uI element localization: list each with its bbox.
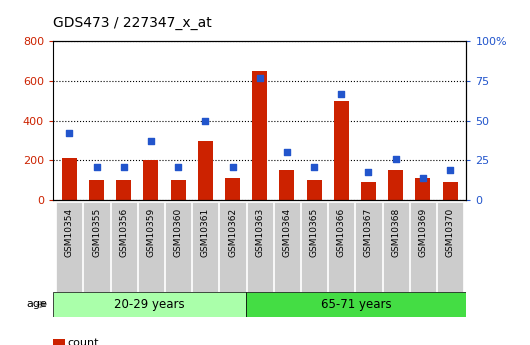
FancyBboxPatch shape: [138, 202, 164, 292]
Text: GSM10369: GSM10369: [418, 207, 427, 257]
Point: [92, 164, 101, 169]
Text: age: age: [27, 299, 48, 309]
Bar: [307, 180, 322, 200]
Point: [446, 167, 454, 173]
Bar: [443, 182, 457, 200]
Text: GSM10363: GSM10363: [255, 207, 264, 257]
FancyBboxPatch shape: [192, 202, 218, 292]
Text: GSM10355: GSM10355: [92, 207, 101, 257]
Bar: [116, 180, 131, 200]
Text: GSM10368: GSM10368: [391, 207, 400, 257]
Point: [228, 164, 237, 169]
Bar: [62, 158, 77, 200]
Bar: [198, 141, 213, 200]
Bar: [388, 170, 403, 200]
Point: [255, 75, 264, 81]
Bar: [416, 178, 430, 200]
FancyBboxPatch shape: [56, 202, 82, 292]
Text: 20-29 years: 20-29 years: [114, 298, 185, 311]
Text: GDS473 / 227347_x_at: GDS473 / 227347_x_at: [53, 16, 212, 30]
Point: [282, 150, 291, 155]
Bar: [252, 71, 267, 200]
Text: GSM10365: GSM10365: [310, 207, 319, 257]
Bar: [361, 182, 376, 200]
Text: GSM10360: GSM10360: [174, 207, 183, 257]
Text: GSM10367: GSM10367: [364, 207, 373, 257]
Point: [174, 164, 182, 169]
Text: count: count: [68, 338, 99, 345]
Text: 65-71 years: 65-71 years: [321, 298, 392, 311]
Bar: [225, 178, 240, 200]
FancyBboxPatch shape: [383, 202, 409, 292]
Text: GSM10370: GSM10370: [446, 207, 455, 257]
Point: [119, 164, 128, 169]
Point: [419, 175, 427, 181]
FancyBboxPatch shape: [301, 202, 327, 292]
FancyBboxPatch shape: [246, 202, 273, 292]
Text: GSM10356: GSM10356: [119, 207, 128, 257]
FancyBboxPatch shape: [83, 202, 110, 292]
Bar: [246, 292, 466, 317]
Text: GSM10361: GSM10361: [201, 207, 210, 257]
Point: [201, 118, 209, 124]
Text: GSM10364: GSM10364: [282, 207, 292, 257]
Bar: [89, 180, 104, 200]
FancyBboxPatch shape: [219, 202, 245, 292]
FancyBboxPatch shape: [274, 202, 300, 292]
Point: [310, 164, 319, 169]
Point: [364, 169, 373, 174]
FancyBboxPatch shape: [437, 202, 463, 292]
FancyBboxPatch shape: [410, 202, 436, 292]
FancyBboxPatch shape: [165, 202, 191, 292]
FancyBboxPatch shape: [328, 202, 355, 292]
Text: GSM10359: GSM10359: [146, 207, 155, 257]
Bar: [53, 292, 246, 317]
Point: [337, 91, 346, 97]
Text: GSM10366: GSM10366: [337, 207, 346, 257]
Bar: [279, 170, 294, 200]
Point: [65, 131, 74, 136]
FancyBboxPatch shape: [356, 202, 382, 292]
Text: GSM10354: GSM10354: [65, 207, 74, 257]
Point: [392, 156, 400, 161]
FancyBboxPatch shape: [111, 202, 137, 292]
Point: [147, 139, 155, 144]
Bar: [171, 180, 185, 200]
Bar: [334, 101, 349, 200]
Bar: [144, 160, 158, 200]
Text: GSM10362: GSM10362: [228, 207, 237, 257]
